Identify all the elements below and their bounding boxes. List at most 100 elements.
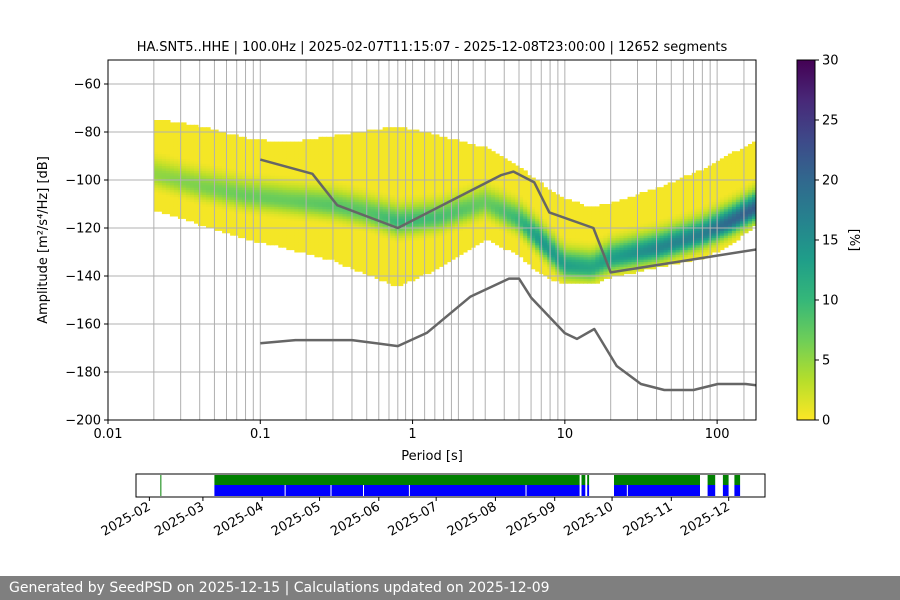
heatmap-cell xyxy=(298,158,303,162)
heatmap-cell xyxy=(350,153,356,157)
heatmap-cell xyxy=(242,170,247,174)
heatmap-cell xyxy=(563,261,568,265)
heatmap-cell xyxy=(173,163,179,167)
heatmap-cell xyxy=(370,153,376,157)
heatmap-cell xyxy=(222,141,227,145)
heatmap-cell xyxy=(193,132,199,135)
heatmap-cell xyxy=(374,271,380,275)
heatmap-cell xyxy=(310,177,316,181)
heatmap-cell xyxy=(551,256,556,260)
heatmap-cell xyxy=(165,208,171,212)
heatmap-cell xyxy=(354,168,360,171)
heatmap-cell xyxy=(491,204,496,207)
heatmap-cell xyxy=(382,240,388,243)
heatmap-cell xyxy=(161,199,167,203)
heatmap-cell xyxy=(169,170,175,174)
heatmap-cell xyxy=(286,199,291,203)
heatmap-cell xyxy=(206,160,211,164)
heatmap-cell xyxy=(278,160,283,164)
heatmap-cell xyxy=(446,254,452,258)
heatmap-cell xyxy=(503,187,508,191)
heatmap-cell xyxy=(210,132,215,135)
heatmap-cell xyxy=(390,247,396,251)
heatmap-cell xyxy=(161,163,167,167)
heatmap-cell xyxy=(314,144,320,147)
heatmap-cell xyxy=(495,168,500,171)
heatmap-cell xyxy=(318,172,324,176)
heatmap-cell xyxy=(563,252,568,255)
heatmap-cell xyxy=(559,211,564,215)
heatmap-cell xyxy=(499,232,504,236)
heatmap-cell xyxy=(466,180,472,183)
heatmap-cell xyxy=(286,201,291,205)
heatmap-cell xyxy=(214,196,219,200)
heatmap-cell xyxy=(181,122,187,126)
heatmap-cell xyxy=(262,196,267,200)
heatmap-cell xyxy=(169,127,175,131)
heatmap-cell xyxy=(294,172,299,176)
heatmap-cell xyxy=(322,194,328,198)
heatmap-cell xyxy=(250,230,255,234)
heatmap-cell xyxy=(322,163,328,167)
heatmap-cell xyxy=(214,177,219,181)
heatmap-cell xyxy=(185,170,191,174)
heatmap-cell xyxy=(406,225,412,229)
heatmap-cell xyxy=(206,153,211,157)
heatmap-cell xyxy=(346,158,352,162)
heatmap-cell xyxy=(322,141,328,145)
heatmap-cell xyxy=(579,230,584,234)
heatmap-cell xyxy=(430,201,436,205)
heatmap-cell xyxy=(579,271,584,275)
heatmap-cell xyxy=(547,218,552,222)
heatmap-cell xyxy=(374,136,380,140)
heatmap-cell xyxy=(306,165,311,169)
heatmap-cell xyxy=(366,194,372,198)
heatmap-cell xyxy=(189,206,195,210)
heatmap-cell xyxy=(358,256,364,260)
heatmap-cell xyxy=(378,153,384,157)
heatmap-cell xyxy=(193,148,199,152)
heatmap-cell xyxy=(161,172,167,176)
heatmap-cell xyxy=(157,141,163,145)
heatmap-cell xyxy=(218,192,223,195)
heatmap-cell xyxy=(426,187,432,191)
heatmap-cell xyxy=(515,194,520,198)
heatmap-cell xyxy=(185,158,191,162)
heatmap-cell xyxy=(523,259,528,263)
heatmap-cell xyxy=(410,278,416,282)
heatmap-cell xyxy=(575,201,580,205)
heatmap-cell xyxy=(527,194,532,198)
heatmap-cell xyxy=(495,153,500,157)
heatmap-cell xyxy=(306,148,311,152)
heatmap-cell xyxy=(246,194,251,198)
heatmap-cell xyxy=(551,230,556,234)
heatmap-cell xyxy=(242,163,247,167)
heatmap-cell xyxy=(230,199,235,203)
heatmap-cell xyxy=(515,220,520,224)
heatmap-cell xyxy=(446,244,452,248)
heatmap-cell xyxy=(322,223,328,227)
heatmap-cell xyxy=(278,172,283,176)
heatmap-cell xyxy=(286,230,291,234)
heatmap-cell xyxy=(390,218,396,222)
heatmap-cell xyxy=(230,196,235,200)
heatmap-cell xyxy=(157,180,163,183)
heatmap-cell xyxy=(398,172,404,176)
heatmap-cell xyxy=(173,206,179,210)
heatmap-cell xyxy=(189,136,195,140)
heatmap-cell xyxy=(242,146,247,150)
heatmap-cell xyxy=(430,168,436,171)
heatmap-cell xyxy=(157,168,163,171)
heatmap-cell xyxy=(587,237,593,241)
heatmap-cell xyxy=(426,208,432,212)
heatmap-cell xyxy=(354,225,360,229)
heatmap-cell xyxy=(479,146,484,150)
heatmap-cell xyxy=(434,153,440,157)
heatmap-cell xyxy=(438,158,444,162)
heatmap-cell xyxy=(242,201,247,205)
heatmap-cell xyxy=(394,136,400,140)
heatmap-cell xyxy=(254,175,259,179)
heatmap-cell xyxy=(153,151,159,155)
heatmap-cell xyxy=(230,160,235,164)
heatmap-cell xyxy=(298,249,303,253)
